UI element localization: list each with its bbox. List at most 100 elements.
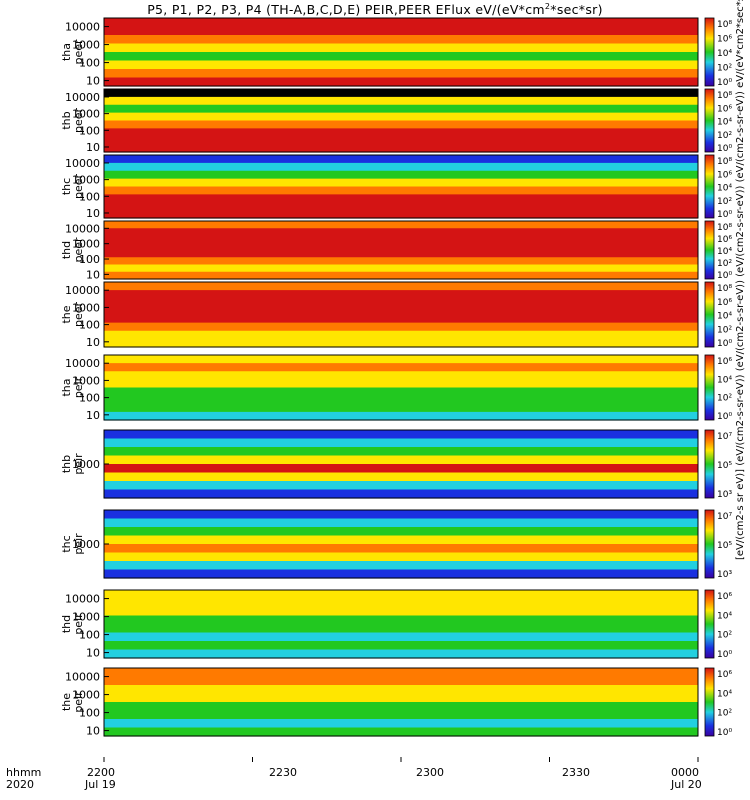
spectrogram-band <box>104 202 698 211</box>
ylabel-species: peir <box>72 376 85 398</box>
spectrogram-band <box>104 702 698 712</box>
y-tick-label: 10 <box>86 409 100 422</box>
spectrogram-band <box>104 170 698 180</box>
spectrogram-band <box>104 144 698 153</box>
spectrogram-band <box>104 162 698 172</box>
spectrogram-band <box>104 719 698 729</box>
ylabel-probe: thc <box>60 178 73 195</box>
y-tick-label: 100 <box>79 253 100 266</box>
spectrogram-band <box>104 552 698 562</box>
colorbar-tick-label: 10⁴ <box>717 247 732 257</box>
spectrogram-band <box>104 290 698 299</box>
spectrogram-band <box>104 89 698 98</box>
ylabel-probe: tha <box>60 43 73 61</box>
y-tick-label: 100 <box>79 319 100 332</box>
y-tick-label: 10000 <box>65 593 100 606</box>
colorbar <box>704 220 715 280</box>
spectrogram-band <box>104 60 698 70</box>
spectrogram-band <box>104 194 698 203</box>
y-tick-label: 10000 <box>65 284 100 297</box>
y-tick-label: 10000 <box>65 222 100 235</box>
spectrogram-band <box>104 447 698 457</box>
y-tick-label: 1000 <box>72 108 100 121</box>
spectrogram-band <box>104 598 698 608</box>
colorbar-tick-label: 10⁴ <box>717 375 732 385</box>
spectrogram-band <box>104 52 698 62</box>
y-tick-label: 10 <box>86 336 100 349</box>
y-tick-label: 1000 <box>72 374 100 387</box>
spectrogram-band <box>104 607 698 617</box>
spectrogram-band <box>104 257 698 266</box>
y-tick-label: 10000 <box>65 357 100 370</box>
y-tick-label: 1000 <box>72 689 100 702</box>
chart-title-main: P5, P1, P2, P3, P4 (TH-A,B,C,D,E) PEIR,P… <box>147 2 545 18</box>
colorbar-tick-label: 10⁶ <box>717 235 732 245</box>
y-tick-label: 10000 <box>65 157 100 170</box>
time-tick-1-top: 2230 <box>269 766 297 779</box>
spectrogram-band <box>104 69 698 79</box>
spectrogram-band <box>104 489 698 499</box>
spectrogram-band <box>104 411 698 421</box>
spectrogram-band <box>104 561 698 571</box>
spectrogram-band <box>104 527 698 537</box>
spectrogram-band <box>104 35 698 45</box>
colorbar <box>704 429 715 499</box>
spectrogram-band <box>104 624 698 634</box>
y-tick-label: 1000 <box>72 611 100 624</box>
panel-thc-peer: 10000 1000 100 10 thc peer 10⁸ 10⁶ 10⁴ 10² 10⁰ <box>60 154 732 220</box>
spectrogram-band <box>104 403 698 413</box>
colorbar-tick-label: 10⁰ <box>717 728 732 738</box>
colorbar-tick-label: 10⁸ <box>717 20 732 30</box>
spectrogram-band <box>104 264 698 273</box>
colorbar-tick-label: 10² <box>717 259 732 269</box>
spectrogram-band <box>104 455 698 465</box>
panel-frame <box>103 220 699 280</box>
colorbar <box>704 88 715 153</box>
ylabel-probe: tha <box>60 378 73 396</box>
colorbar-tick-label: 10³ <box>717 570 732 580</box>
colorbar-tick-label: 10⁴ <box>717 312 732 322</box>
spectrogram-band <box>104 649 698 659</box>
panel-frame <box>103 589 699 659</box>
footer-row2-label: 2020 <box>6 778 34 791</box>
spectrogram-band <box>104 710 698 720</box>
time-tick-3-top: 2330 <box>562 766 590 779</box>
colorbar <box>704 509 715 579</box>
colorbar-tick-label: 10⁰ <box>717 650 732 660</box>
spectrogram-band <box>104 668 698 678</box>
time-tick-2-top: 2300 <box>416 766 444 779</box>
spectrogram-band <box>104 395 698 405</box>
panel-tha-peer: 10000 1000 100 10 tha peer 10⁸ 10⁶ 10⁴ 10² 10⁰ <box>60 17 732 88</box>
spectrogram-band <box>104 306 698 316</box>
spectrogram-band <box>104 77 698 87</box>
time-tick-0-bottom: Jul 19 <box>85 778 116 791</box>
panel-thd-peer: 10000 1000 100 10 thd peer 10⁸ 10⁶ 10⁴ 10² 10⁰ <box>60 220 732 281</box>
y-tick-label: 100 <box>79 629 100 642</box>
y-tick-label: 1000 <box>72 174 100 187</box>
spectrogram-band <box>104 228 698 237</box>
panel-thb-peer: 10000 1000 100 10 thb peer 10⁸ 10⁶ 10⁴ 10² 10⁰ <box>60 88 732 154</box>
spectrogram-band <box>104 322 698 332</box>
spectrogram-band <box>104 676 698 686</box>
y-tick-label: 10 <box>86 647 100 660</box>
time-tick-4-bottom: Jul 20 <box>671 778 702 791</box>
spectrogram-band <box>104 210 698 219</box>
colorbar-tick-label: 10² <box>717 394 732 404</box>
spectrogram-band <box>104 693 698 703</box>
spectrogram-band <box>104 104 698 114</box>
y-tick-label: 100 <box>79 392 100 405</box>
colorbar-tick-label: 10² <box>717 709 732 719</box>
spectrogram-band <box>104 136 698 145</box>
spectrogram-band <box>104 314 698 324</box>
y-tick-label: 10 <box>86 141 100 154</box>
colorbar-tick-label: 10⁸ <box>717 157 732 167</box>
ylabel-species: peir <box>72 453 85 475</box>
ylabel-species: peer <box>72 237 85 263</box>
colorbar-tick-label: 10² <box>717 131 732 141</box>
y-tick-label: 100 <box>79 57 100 70</box>
spectrogram-band <box>104 430 698 440</box>
y-tick-label: 100 <box>79 190 100 203</box>
y-tick-label: 10000 <box>65 91 100 104</box>
colorbar-tick-label: 10⁰ <box>717 339 732 349</box>
spectrogram-band <box>104 221 698 229</box>
